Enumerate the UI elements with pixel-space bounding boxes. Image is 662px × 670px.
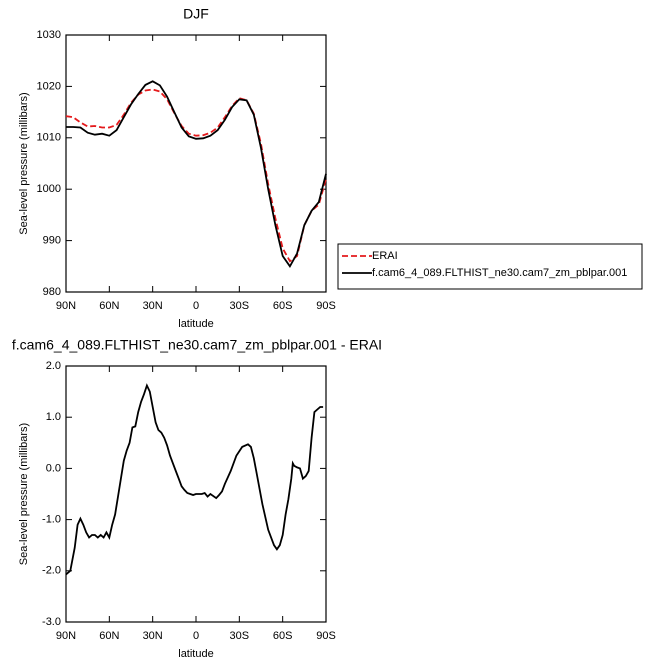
y-tick-label: 1020 [37, 80, 61, 92]
y-tick-label: 0.0 [46, 462, 61, 474]
plot-frame [65, 34, 327, 293]
chart-title: f.cam6_4_089.FLTHIST_ne30.cam7_zm_pblpar… [12, 337, 382, 353]
legend-label: f.cam6_4_089.FLTHIST_ne30.cam7_zm_pblpar… [372, 267, 627, 279]
x-tick-label: 30N [143, 300, 163, 312]
y-axis-label: Sea-level pressure (millibars) [18, 423, 30, 565]
y-tick-label: 980 [43, 286, 61, 298]
x-axis-label: latitude [178, 318, 213, 330]
x-tick-label: 30N [143, 630, 163, 642]
y-tick-label: 2.0 [46, 360, 61, 372]
y-axis-label: Sea-level pressure (millibars) [18, 92, 30, 234]
x-tick-label: 90N [56, 630, 76, 642]
y-tick-label: -1.0 [42, 514, 61, 526]
y-tick-label: -2.0 [42, 565, 61, 577]
chart-title: DJF [183, 6, 209, 22]
legend-label: ERAI [372, 250, 398, 262]
y-tick-label: 1.0 [46, 411, 61, 423]
y-tick-label: 1030 [37, 29, 61, 41]
x-tick-label: 90N [56, 300, 76, 312]
x-tick-label: 60S [273, 300, 293, 312]
y-tick-label: 990 [43, 235, 61, 247]
x-tick-label: 90S [316, 630, 336, 642]
x-tick-label: 60S [273, 630, 293, 642]
x-tick-label: 60N [99, 630, 119, 642]
x-tick-label: 90S [316, 300, 336, 312]
x-tick-label: 60N [99, 300, 119, 312]
x-tick-label: 30S [230, 300, 250, 312]
data-line [65, 88, 327, 263]
data-line [65, 383, 324, 576]
x-tick-label: 0 [193, 300, 199, 312]
y-tick-label: 1000 [37, 183, 61, 195]
data-line [66, 80, 327, 268]
x-axis-label: latitude [178, 648, 213, 660]
y-tick-label: 1010 [37, 132, 61, 144]
x-tick-label: 0 [193, 630, 199, 642]
legend-box [337, 243, 643, 290]
y-tick-label: -3.0 [42, 616, 61, 628]
x-tick-label: 30S [230, 630, 250, 642]
